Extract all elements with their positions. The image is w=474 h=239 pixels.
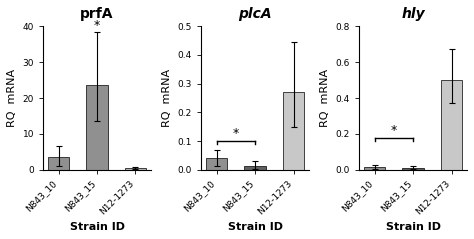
X-axis label: Strain ID: Strain ID	[228, 222, 283, 232]
X-axis label: Strain ID: Strain ID	[385, 222, 440, 232]
Bar	[402, 168, 424, 170]
Bar	[125, 168, 146, 170]
Text: *: *	[233, 127, 239, 140]
Title: hly: hly	[401, 7, 425, 21]
Bar	[364, 167, 385, 170]
Bar	[441, 80, 462, 170]
Bar	[86, 86, 108, 170]
Title: plcA: plcA	[238, 7, 272, 21]
Y-axis label: RQ  mRNA: RQ mRNA	[7, 69, 17, 127]
Y-axis label: RQ  mRNA: RQ mRNA	[162, 69, 172, 127]
Bar	[206, 158, 227, 170]
Bar	[48, 157, 69, 170]
Text: *: *	[391, 124, 397, 137]
Bar	[283, 92, 304, 170]
Bar	[245, 166, 265, 170]
X-axis label: Strain ID: Strain ID	[70, 222, 125, 232]
Y-axis label: RQ  mRNA: RQ mRNA	[320, 69, 330, 127]
Text: *: *	[94, 19, 100, 32]
Title: prfA: prfA	[80, 7, 114, 21]
